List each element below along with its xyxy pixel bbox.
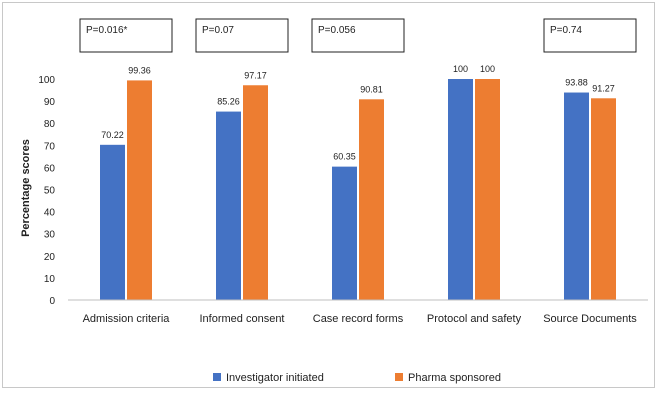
p-value-box xyxy=(79,18,173,53)
bar-value-label: 70.22 xyxy=(101,130,124,140)
bar-investigator xyxy=(448,79,473,300)
chart-frame: P=0.016* P=0.07 P=0.056 P=0.74 0 10 20 30 40 50 6… xyxy=(2,2,655,388)
legend: Investigator initiated Pharma sponsored xyxy=(213,372,501,384)
bar-pharma xyxy=(591,98,616,300)
bar-investigator xyxy=(564,92,589,300)
legend-swatch xyxy=(395,373,403,381)
bar-investigator xyxy=(216,111,241,300)
y-axis-label: Percentage scores xyxy=(20,139,32,237)
y-tick-label: 20 xyxy=(44,252,56,263)
p-value-text: P=0.74 xyxy=(550,25,582,36)
bar-pharma xyxy=(359,99,384,300)
p-value-box xyxy=(543,18,637,53)
legend-swatch xyxy=(213,373,221,381)
p-value-box xyxy=(311,18,405,53)
y-tick-label: 50 xyxy=(44,186,56,197)
y-tick-label: 0 xyxy=(49,296,55,307)
y-axis: 0 10 20 30 40 50 60 70 80 90 100 xyxy=(38,75,55,307)
legend-label: Investigator initiated xyxy=(226,372,324,384)
bar-value-label: 91.27 xyxy=(592,83,615,93)
bar-value-label: 60.35 xyxy=(333,152,356,162)
bar-chart: P=0.016* P=0.07 P=0.056 P=0.74 0 10 20 30 40 50 6… xyxy=(20,18,648,384)
bar-value-label: 99.36 xyxy=(128,65,151,75)
x-tick-label: Informed consent xyxy=(200,313,285,325)
bar-value-label: 100 xyxy=(453,64,468,74)
y-tick-label: 40 xyxy=(44,208,56,219)
y-tick-label: 10 xyxy=(44,274,56,285)
y-tick-label: 100 xyxy=(38,75,55,86)
bar-investigator xyxy=(332,166,357,300)
bar-pharma xyxy=(475,79,500,300)
legend-label: Pharma sponsored xyxy=(408,372,501,384)
y-tick-label: 30 xyxy=(44,230,56,241)
p-value-annotations: P=0.016* P=0.07 P=0.056 P=0.74 xyxy=(79,18,637,53)
p-value-text: P=0.016* xyxy=(86,25,128,36)
p-value-text: P=0.07 xyxy=(202,25,234,36)
y-tick-label: 80 xyxy=(44,119,56,130)
bar-value-label: 85.26 xyxy=(217,97,240,107)
bar-pharma xyxy=(127,80,152,300)
x-tick-label: Protocol and safety xyxy=(427,313,522,325)
bar-value-label: 100 xyxy=(480,64,495,74)
bar-pharma xyxy=(243,85,268,300)
bar-value-label: 90.81 xyxy=(360,84,383,94)
p-value-text: P=0.056 xyxy=(318,25,356,36)
bar-value-label: 97.17 xyxy=(244,70,267,80)
x-tick-label: Case record forms xyxy=(313,313,404,325)
y-tick-label: 90 xyxy=(44,97,56,108)
x-axis: Admission criteria Informed consent Case r… xyxy=(68,299,648,325)
y-tick-label: 70 xyxy=(44,141,56,152)
bar-value-labels: 70.22 85.26 60.35 100 93.88 99.36 97.17 90.81 10… xyxy=(101,64,615,162)
p-value-box xyxy=(195,18,289,53)
bar-value-label: 93.88 xyxy=(565,78,588,88)
x-tick-label: Admission criteria xyxy=(83,313,171,325)
y-tick-label: 60 xyxy=(44,163,56,174)
bar-investigator xyxy=(100,144,125,300)
bars xyxy=(100,79,616,300)
x-tick-label: Source Documents xyxy=(543,313,637,325)
